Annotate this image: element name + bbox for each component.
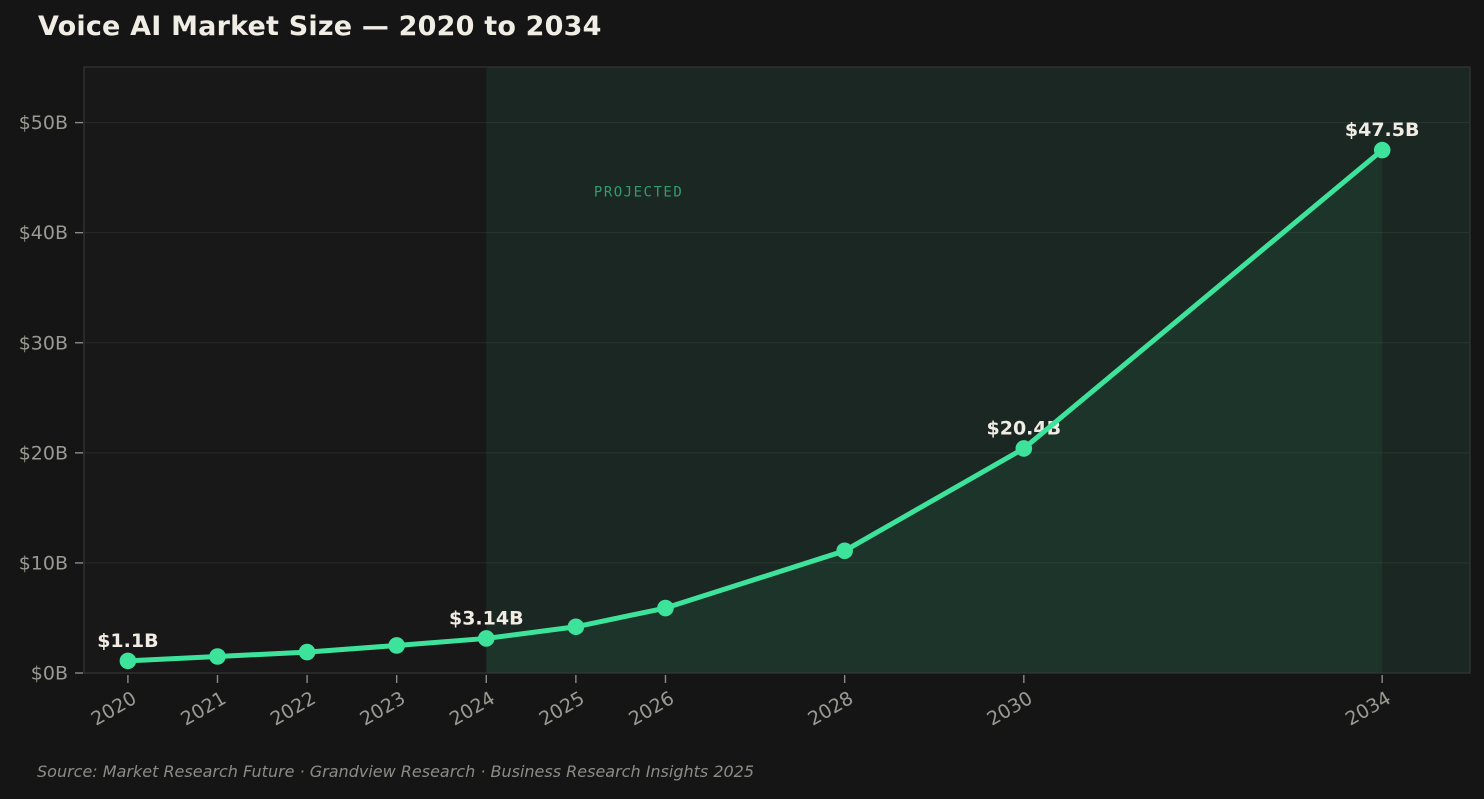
series-marker [209, 648, 226, 665]
series-marker [657, 599, 674, 617]
x-tick-label: 2023 [356, 687, 409, 730]
y-tick-label: $10B [19, 552, 68, 574]
y-tick-label: $40B [19, 222, 68, 244]
series-marker [836, 542, 853, 560]
x-tick-label: 2025 [535, 687, 588, 730]
y-tick-label: $30B [19, 332, 68, 354]
source-note: Source: Market Research Future · Grandvi… [37, 762, 755, 781]
y-tick-label: $20B [19, 442, 68, 464]
series-marker [477, 630, 495, 647]
projected-label: PROJECTED [594, 184, 683, 200]
series-marker [298, 643, 316, 661]
series-marker [388, 637, 405, 654]
y-tick-label: $50B [19, 112, 68, 134]
y-tick-label: $0B [31, 663, 68, 685]
series-marker [567, 618, 585, 636]
series-line [125, 147, 1385, 664]
projected-area-fill [486, 150, 1383, 674]
series-marker [1015, 440, 1033, 457]
x-tick-label: 2030 [983, 687, 1036, 730]
data-label: $3.14B [449, 607, 524, 629]
chart-title: Voice AI Market Size — 2020 to 2034 [38, 11, 602, 42]
x-tick-label: 2020 [88, 687, 141, 730]
data-label: $1.1B [97, 630, 158, 652]
data-label: $47.5B [1345, 119, 1420, 141]
x-tick-label: 2026 [625, 687, 678, 730]
x-tick-label: 2024 [446, 687, 499, 730]
projected-region [486, 67, 1470, 673]
x-tick-label: 2021 [177, 687, 230, 730]
x-tick-label: 2022 [267, 687, 320, 730]
series-marker [119, 652, 137, 670]
axes-frame [83, 66, 1471, 674]
series-marker [1373, 141, 1391, 159]
x-tick-label: 2034 [1342, 687, 1395, 730]
x-tick-label: 2028 [804, 687, 857, 730]
